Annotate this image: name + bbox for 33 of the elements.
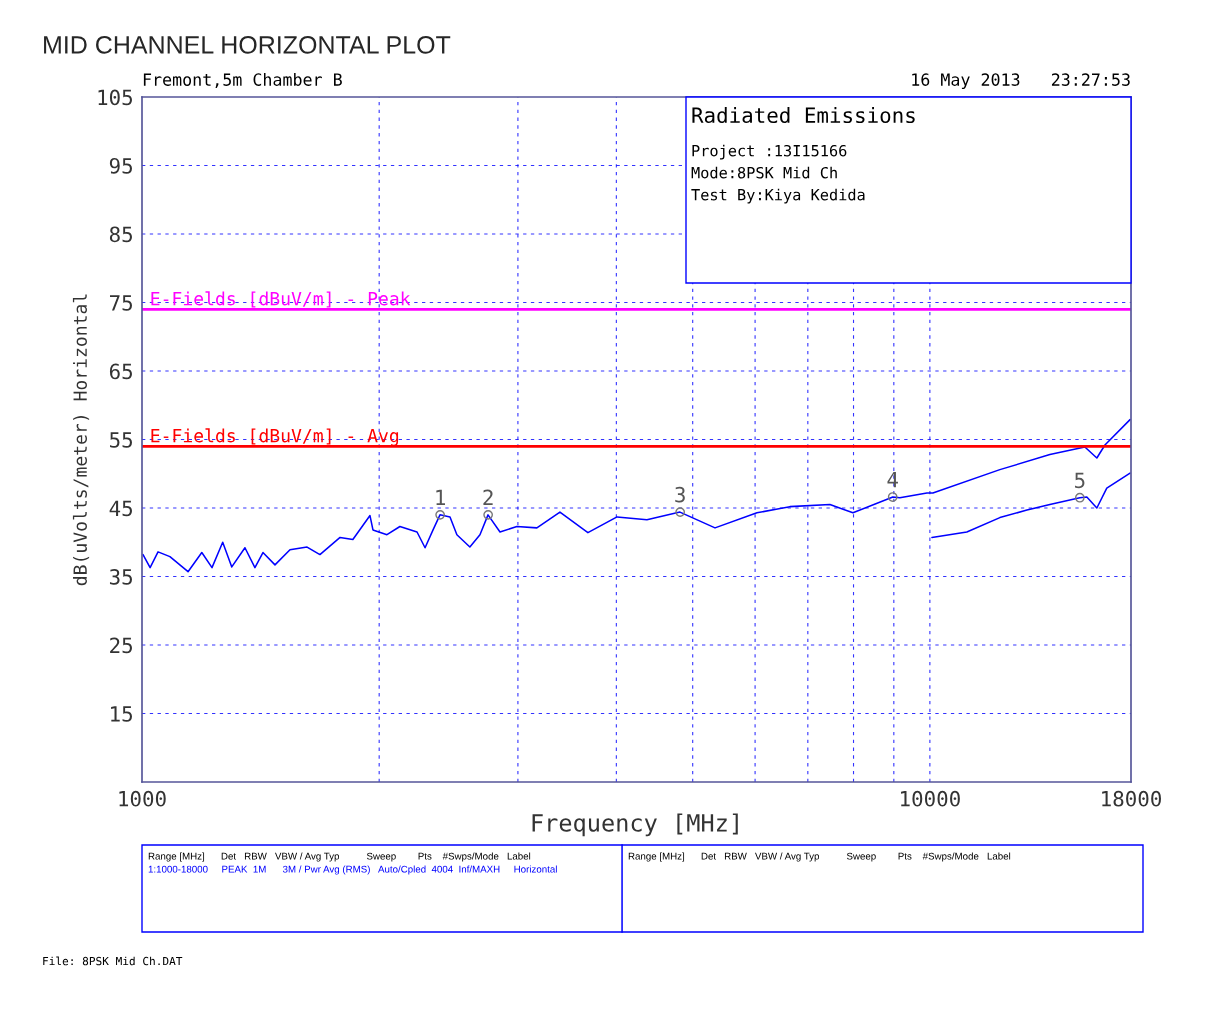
x-tick-label: 1000 (119, 790, 166, 807)
annotation: 4 (887, 471, 898, 488)
y-tick-label: 85 (109, 226, 132, 243)
ref-line-label: E-Fields [dBuV/m] - Avg (151, 428, 399, 447)
annotation: Radiated Emissions (692, 106, 915, 124)
y-tick-label: 105 (98, 89, 132, 106)
ref-line-label: E-Fields [dBuV/m] - Peak (151, 291, 411, 308)
chart-title: MID CHANNEL HORIZONTAL PLOT (44, 36, 451, 54)
y-tick-label: 35 (109, 569, 132, 585)
x-tick-label: 18000 (1102, 790, 1162, 807)
x-tick-label: 10000 (901, 790, 960, 807)
y-tick-label: 95 (109, 158, 132, 174)
y-tick-label: 75 (109, 295, 132, 311)
y-tick-label: 65 (109, 363, 132, 380)
y-axis-title: dB(uVolts/meter) Horizontal (72, 294, 90, 586)
annotation: Mode:8PSK Mid Ch (691, 166, 837, 179)
text: 16 May 2013 23:27:53 (912, 73, 1130, 90)
annotation: Project :13I15166 (692, 144, 847, 160)
y-tick-label: 15 (111, 706, 132, 722)
annotation: 3 (675, 486, 685, 503)
annotation: 5 (1075, 472, 1085, 489)
text: Range [MHz] Det RBW VBW / Avg Typ Sweep Pts #Swps/Mode Label (148, 852, 531, 862)
y-tick-label: 25 (110, 637, 132, 654)
x-axis-title: Frequency [MHz] (532, 813, 738, 837)
annotation: Test By:Kiya Kedida (691, 188, 865, 204)
text: 1:1000-18000 PEAK 1M 3M / Pwr Avg (RMS) Auto/Cpled 4004 Inf/MAXH Horizontal (148, 865, 557, 875)
y-tick-label: 55 (110, 432, 132, 448)
y-tick-label: 45 (109, 500, 132, 517)
text: Fremont,5m Chamber B (143, 72, 342, 88)
annotation: 2 (483, 489, 493, 505)
text: Range [MHz] Det RBW VBW / Avg Typ Sweep Pts #Swps/Mode Label (628, 852, 1011, 862)
annotation: 1 (436, 489, 445, 505)
text: File: 8PSK Mid Ch.DAT (43, 956, 183, 966)
